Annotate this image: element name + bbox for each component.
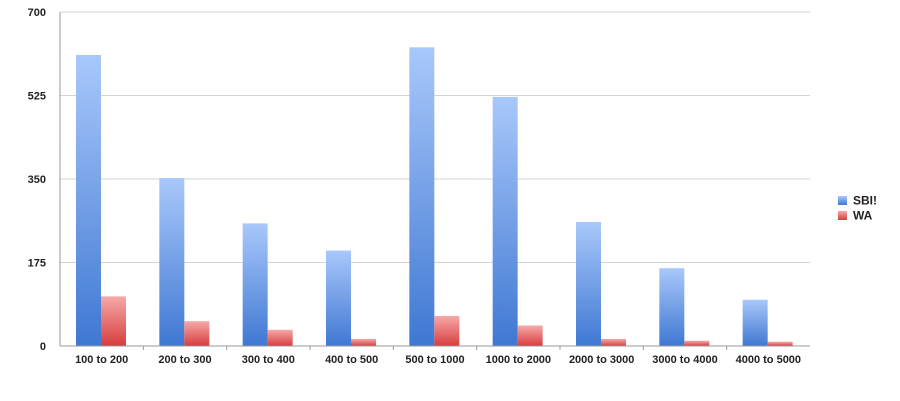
bar-sbi-0 — [76, 54, 101, 346]
bar-sbi-3 — [326, 250, 351, 346]
bar-sbi-4 — [409, 47, 435, 347]
bar-sbi-6 — [576, 221, 601, 346]
x-tick-label: 3000 to 4000 — [652, 354, 717, 366]
bar-wa-0 — [101, 296, 126, 346]
x-tick-label: 500 to 1000 — [405, 354, 464, 366]
bar-wa-8 — [767, 341, 793, 346]
legend-swatch-wa — [838, 211, 847, 220]
bar-wa-1 — [184, 321, 210, 346]
bar-wa-7 — [684, 340, 710, 346]
x-tick-label: 1000 to 2000 — [486, 354, 551, 366]
legend-label-sbi: SBI! — [853, 194, 877, 208]
y-axis: 0 175 350 525 700 — [28, 7, 61, 353]
bar-wa-5 — [517, 325, 543, 346]
bar-wa-2 — [267, 329, 293, 346]
x-tick-label: 100 to 200 — [75, 354, 128, 366]
bar-wa-6 — [601, 338, 626, 346]
x-axis: 100 to 200 200 to 300 300 to 400 400 to 500… — [60, 345, 810, 366]
bars — [76, 47, 793, 347]
bar-sbi-7 — [659, 268, 685, 346]
y-tick-label: 175 — [28, 258, 46, 270]
x-tick-label: 4000 to 5000 — [736, 354, 801, 366]
y-tick-label: 525 — [28, 91, 46, 103]
x-tick-label: 400 to 500 — [325, 354, 378, 366]
y-tick-label: 0 — [40, 341, 46, 353]
bar-wa-4 — [434, 315, 460, 346]
y-tick-label: 350 — [28, 174, 46, 186]
x-tick-label: 200 to 300 — [158, 354, 211, 366]
legend: SBI!WA — [838, 194, 877, 223]
bar-sbi-2 — [242, 223, 268, 346]
x-tick-label: 300 to 400 — [242, 354, 295, 366]
legend-swatch-sbi — [838, 196, 847, 205]
y-tick-label: 700 — [28, 7, 46, 19]
bar-sbi-1 — [159, 178, 185, 346]
x-tick-label: 2000 to 3000 — [569, 354, 634, 366]
legend-label-wa: WA — [853, 209, 873, 223]
bar-sbi-8 — [742, 299, 768, 346]
bar-sbi-5 — [492, 96, 518, 346]
bar-wa-3 — [351, 338, 376, 346]
